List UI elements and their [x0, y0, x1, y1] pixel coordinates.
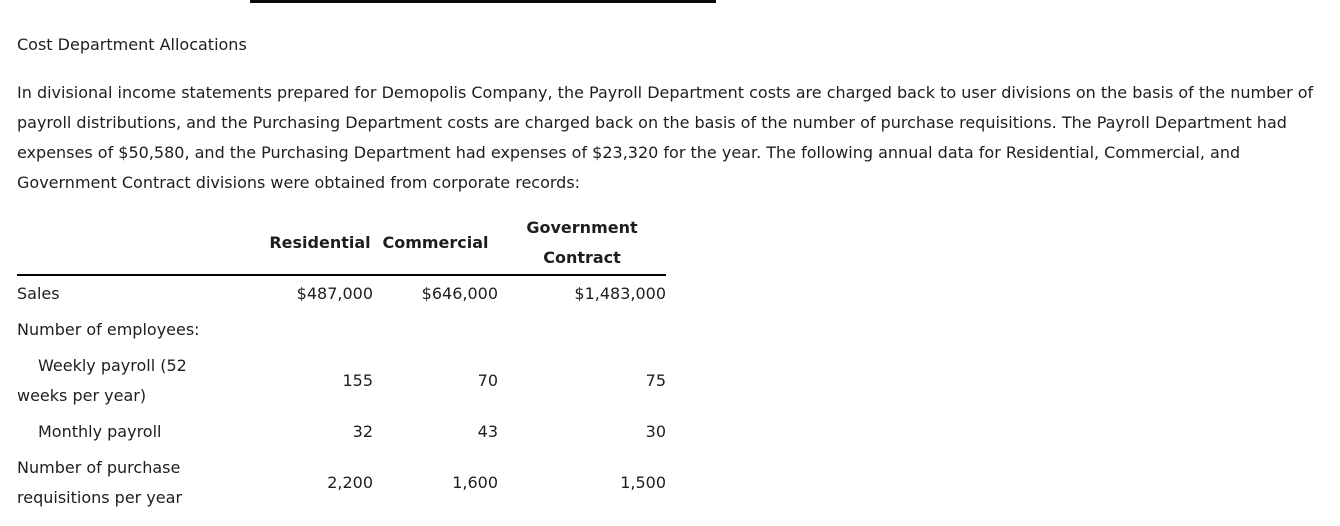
row-label: Weekly payroll (52 weeks per year)	[17, 348, 267, 414]
header-empty-cell	[17, 212, 267, 276]
cell-residential: 32	[352, 422, 373, 441]
top-partial-bar	[250, 0, 716, 3]
cell-commercial: 70	[477, 371, 498, 390]
page-title: Cost Department Allocations	[17, 35, 247, 54]
row-label: Sales	[17, 284, 60, 303]
cell-government: 30	[645, 422, 666, 441]
header-government-contract: Government Contract	[498, 212, 666, 276]
table-row-monthly-payroll: Monthly payroll 32 43 30	[17, 414, 666, 450]
cell-commercial: 43	[477, 422, 498, 441]
row-label: Monthly payroll	[17, 414, 267, 450]
cell-government	[498, 312, 666, 348]
table-row-sales: Sales $487,000 $646,000 $1,483,000	[17, 275, 666, 312]
table-row-purchase-requisitions: Number of purchase requisitions per year…	[17, 450, 666, 516]
table-row-number-of-employees: Number of employees:	[17, 312, 666, 348]
cell-residential: 155	[342, 371, 373, 390]
cell-government: $1,483,000	[574, 284, 666, 303]
row-label-line-2: weeks per year)	[17, 386, 147, 405]
row-label-line-2: requisitions per year	[17, 488, 183, 507]
cell-government: 1,500	[620, 473, 666, 492]
cell-residential: 2,200	[327, 473, 373, 492]
row-label-line-1: Number of purchase	[17, 458, 181, 477]
cell-commercial	[373, 312, 498, 348]
cell-residential: $487,000	[296, 284, 373, 303]
row-label-line-1: Weekly payroll (52	[38, 356, 187, 375]
row-label: Number of employees:	[17, 320, 200, 339]
row-label: Number of purchase requisitions per year	[17, 450, 267, 516]
cell-residential	[267, 312, 373, 348]
header-government-line: Government	[526, 218, 638, 237]
divisions-data-table: Residential Commercial Government Contra…	[17, 212, 666, 516]
header-contract-line: Contract	[543, 248, 621, 267]
problem-description: In divisional income statements prepared…	[17, 83, 1314, 192]
cell-government: 75	[645, 371, 666, 390]
cell-commercial: 1,600	[452, 473, 498, 492]
cell-commercial: $646,000	[421, 284, 498, 303]
header-residential: Residential	[267, 212, 373, 276]
table-header-row: Residential Commercial Government Contra…	[17, 212, 666, 276]
table-row-weekly-payroll: Weekly payroll (52 weeks per year) 155 7…	[17, 348, 666, 414]
row-label-line-1: Monthly payroll	[38, 422, 162, 441]
header-commercial: Commercial	[373, 212, 498, 276]
